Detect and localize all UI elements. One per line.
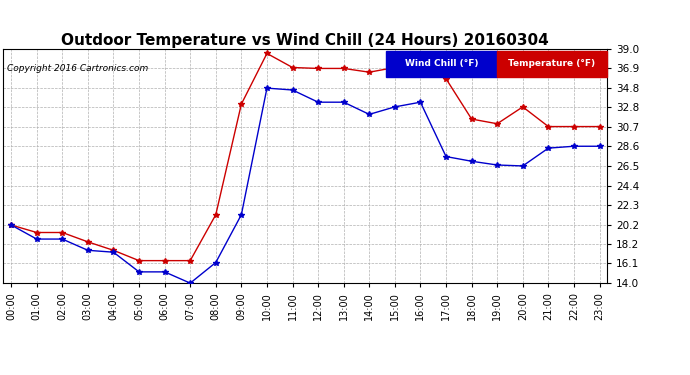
Text: Temperature (°F): Temperature (°F) [509,59,595,68]
Title: Outdoor Temperature vs Wind Chill (24 Hours) 20160304: Outdoor Temperature vs Wind Chill (24 Ho… [61,33,549,48]
Text: Wind Chill (°F): Wind Chill (°F) [405,59,478,68]
Text: Copyright 2016 Cartronics.com: Copyright 2016 Cartronics.com [7,64,148,73]
